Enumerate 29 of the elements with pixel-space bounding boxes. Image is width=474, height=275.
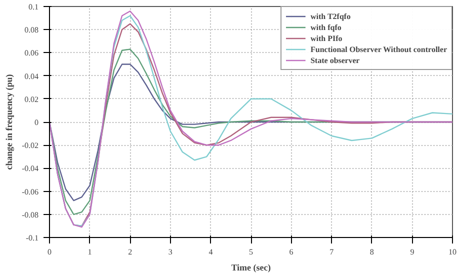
y-tick-label: 0.06 <box>24 48 38 58</box>
y-tick-label: 0 <box>34 118 38 127</box>
x-tick-label: 1 <box>88 248 92 256</box>
x-tick-label: 0 <box>48 248 52 256</box>
x-tick-label: 2 <box>128 248 132 256</box>
x-tick-label: 3 <box>168 248 172 256</box>
y-tick-label: -0.1 <box>26 234 39 242</box>
x-tick-label: 9 <box>410 248 414 256</box>
x-tick-label: 5 <box>249 248 253 256</box>
x-tick-label: 10 <box>448 248 456 256</box>
y-axis-title: change in frequency (pu) <box>4 74 14 170</box>
y-tick-label: 0.04 <box>24 72 38 81</box>
legend-label: with PIfo <box>310 33 342 43</box>
legend-label: with T2fqfo <box>310 11 351 21</box>
x-axis-title: Time (sec) <box>231 262 271 272</box>
y-tick-label: 0.02 <box>24 94 38 104</box>
y-tick-label: -0.06 <box>22 187 39 196</box>
legend-label: State observer <box>310 55 360 65</box>
y-tick-label: 0.1 <box>28 2 38 12</box>
legend-label: with fqfo <box>310 22 342 32</box>
x-tick-label: 4 <box>208 248 213 256</box>
x-tick-label: 6 <box>289 248 294 256</box>
y-tick-label: -0.08 <box>22 210 39 220</box>
x-tick-label: 8 <box>370 248 374 256</box>
y-tick-label: 0.08 <box>24 26 38 35</box>
legend-label: Functional Observer Without controller <box>310 44 447 54</box>
x-tick-label: 7 <box>330 248 334 256</box>
y-tick-label: -0.02 <box>22 141 39 150</box>
y-tick-label: -0.04 <box>22 164 39 174</box>
